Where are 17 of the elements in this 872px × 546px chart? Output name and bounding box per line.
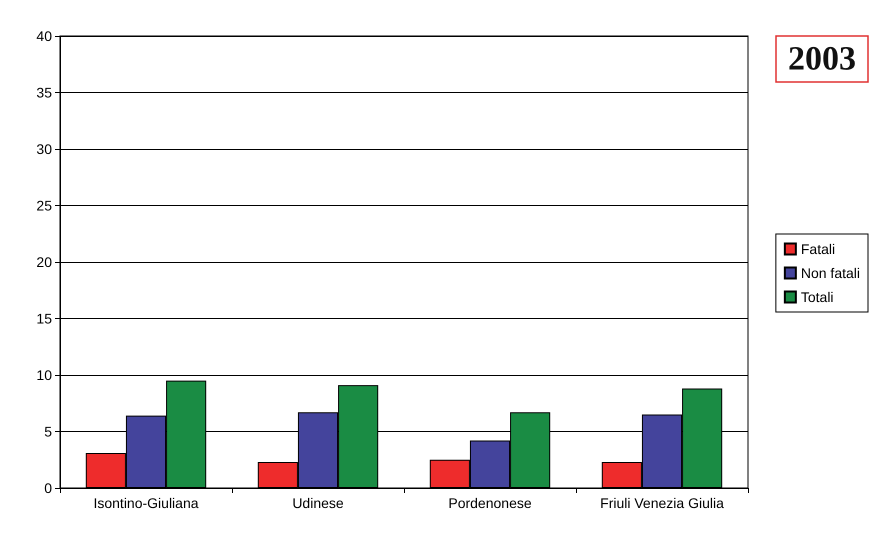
- y-tick-label: 20: [36, 254, 52, 270]
- y-tick-label: 0: [44, 480, 52, 496]
- x-tick-label: Isontino-Giuliana: [93, 495, 199, 511]
- y-tick-label: 10: [36, 367, 52, 383]
- y-tick-label: 30: [36, 141, 52, 157]
- x-tick-label: Udinese: [292, 495, 344, 511]
- legend-label: Non fatali: [800, 265, 860, 281]
- legend-label: Fatali: [800, 241, 836, 257]
- y-tick-label: 35: [36, 84, 52, 100]
- text: 2003: [788, 40, 856, 78]
- x-tick-label: Friuli Venezia Giulia: [600, 495, 724, 511]
- legend-label: Totali: [800, 289, 834, 305]
- y-tick-label: 40: [36, 28, 52, 44]
- x-tick-label: Pordenonese: [448, 495, 532, 511]
- y-tick-label: 15: [36, 310, 52, 326]
- y-tick-label: 25: [36, 198, 52, 214]
- y-tick-label: 5: [44, 424, 52, 440]
